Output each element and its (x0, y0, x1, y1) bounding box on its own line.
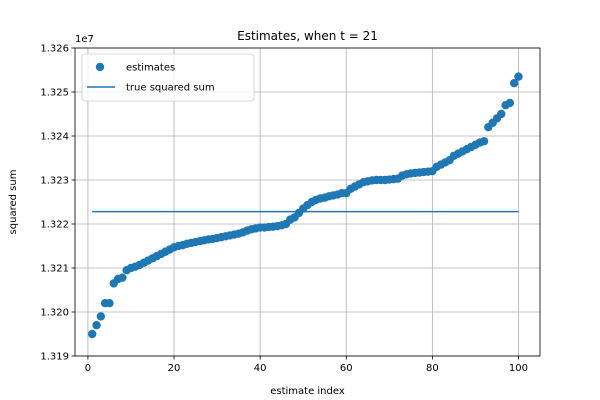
y-tick-label: 1.323 (40, 176, 69, 187)
tick-layer: 0 20 40 60 80 100 1.319 1.320 1.321 1.322 1.323 1.3… (40, 44, 528, 375)
legend-entry-label: true squared sum (126, 83, 215, 94)
legend-box (81, 53, 255, 102)
legend-entry-label: estimates (126, 63, 175, 74)
y-axis-label: squared sum (8, 170, 19, 235)
x-axis-label: estimate index (270, 386, 345, 397)
y-tick-label: 1.325 (40, 88, 69, 99)
y-tick-label: 1.324 (40, 132, 69, 143)
x-tick-label: 60 (340, 363, 353, 374)
x-tick-label: 20 (168, 363, 181, 374)
y-tick-label: 1.319 (40, 352, 69, 363)
y-tick-label: 1.322 (40, 220, 69, 231)
data-layer (88, 72, 523, 339)
x-tick-label: 0 (85, 363, 91, 374)
chart-title: Estimates, when t = 21 (237, 29, 378, 43)
estimate-point (96, 312, 106, 321)
y-tick-label: 1.320 (40, 308, 69, 319)
estimate-point (105, 299, 114, 308)
y-tick-label: 1.321 (40, 264, 69, 275)
plot-frame (74, 47, 541, 357)
legend-marker-estimates (95, 62, 105, 72)
estimate-point (505, 98, 515, 108)
estimate-point (479, 137, 489, 146)
x-tick-label: 80 (426, 363, 439, 374)
x-tick-label: 100 (509, 363, 528, 374)
legend: estimates true squared sum (81, 53, 255, 102)
estimate-point (497, 109, 506, 119)
estimate-point (88, 329, 97, 339)
estimate-point (514, 72, 523, 81)
estimate-point (509, 79, 519, 88)
estimate-point (92, 321, 101, 330)
estimate-point (118, 273, 127, 282)
y-tick-label: 1.326 (40, 44, 69, 55)
y-offset-label: 1e7 (75, 34, 94, 45)
x-tick-label: 40 (254, 363, 267, 374)
